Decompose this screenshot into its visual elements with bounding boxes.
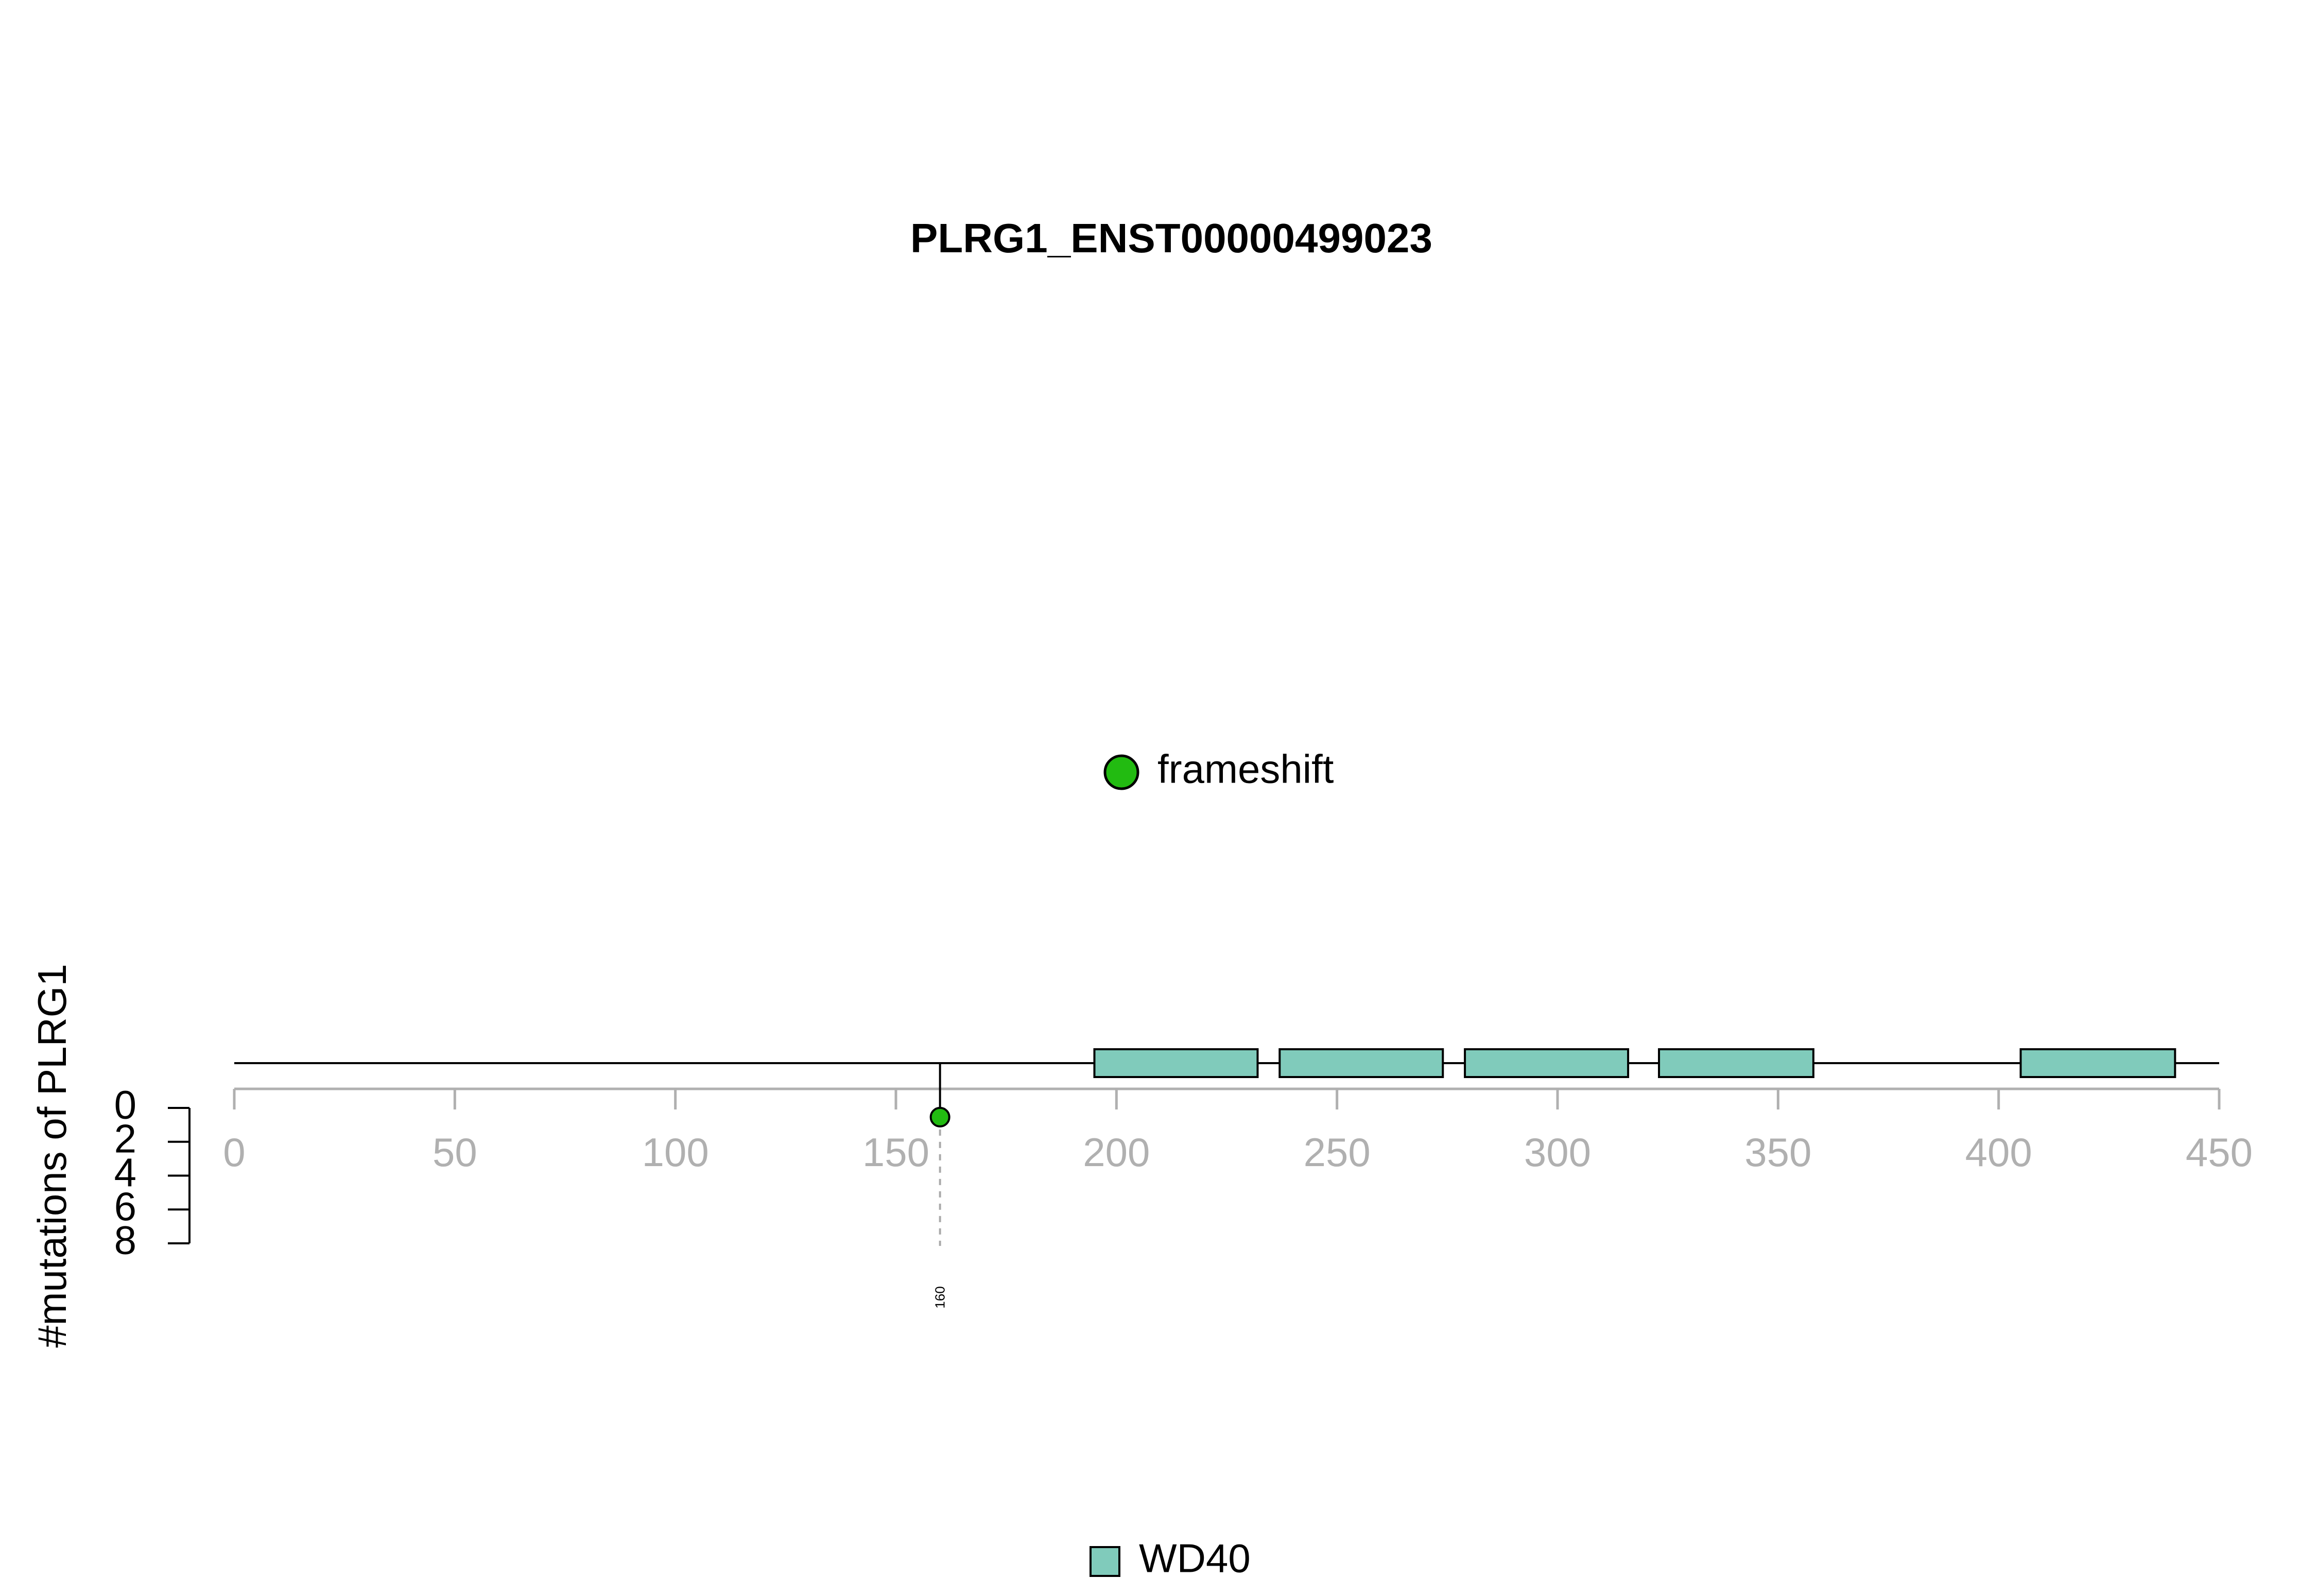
x-tick-label: 200 (1083, 1130, 1150, 1175)
chart-title: PLRG1_ENST00000499023 (910, 215, 1432, 261)
y-tick-label: 4 (114, 1150, 136, 1195)
x-tick-label: 300 (1524, 1130, 1591, 1175)
mutation-point (929, 1106, 950, 1127)
x-tick-label: 0 (223, 1130, 245, 1175)
x-axis: 0 50 100 150 200 250 300 350 400 450 (223, 1087, 2253, 1175)
x-tick-label: 450 (2186, 1130, 2253, 1175)
legend-frameshift-label: frameshift (1157, 747, 1334, 792)
domain-wd40-2 (1278, 1048, 1444, 1078)
x-tick-label: 100 (642, 1130, 709, 1175)
mutation-legend: frameshift (1103, 747, 1334, 792)
domain-wd40-3 (1464, 1048, 1630, 1078)
domain-layer (1093, 1048, 2176, 1078)
legend-domain-label: WD40 (1139, 1536, 1251, 1581)
x-tick-label: 250 (1304, 1130, 1371, 1175)
domain-wd40-5 (2019, 1048, 2176, 1078)
domain-wd40-1 (1093, 1048, 1259, 1078)
y-tick-label: 8 (114, 1218, 136, 1263)
legend-domain-swatch (1090, 1546, 1120, 1577)
x-tick-label: 350 (1744, 1130, 1811, 1175)
mutation-layer: 160 (929, 1063, 950, 1309)
x-tick-label: 50 (433, 1130, 477, 1175)
x-tick-label: 400 (1965, 1130, 2032, 1175)
mutation-position-label: 160 (932, 1286, 948, 1308)
domain-wd40-4 (1658, 1048, 1814, 1078)
y-axis-label: #mutations of PLRG1 (29, 964, 75, 1348)
y-tick-label: 0 (114, 1082, 136, 1127)
domain-legend: WD40 (1090, 1536, 1251, 1581)
x-tick-label: 150 (862, 1130, 929, 1175)
legend-frameshift-marker (1103, 754, 1139, 790)
y-tick-label: 2 (114, 1116, 136, 1161)
y-tick-label: 6 (114, 1184, 136, 1229)
